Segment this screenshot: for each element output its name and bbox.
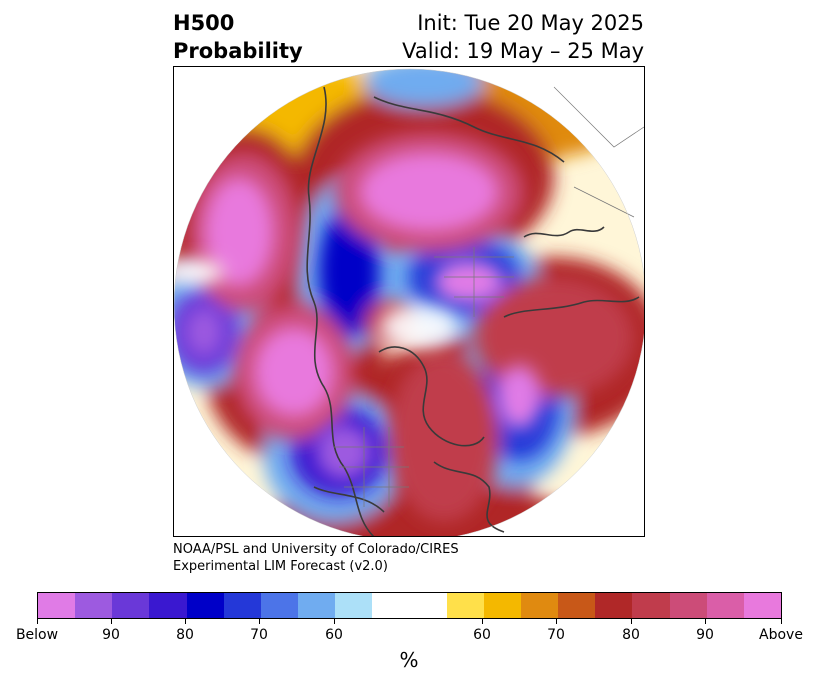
credit-line-2: Experimental LIM Forecast (v2.0): [173, 559, 388, 574]
colorbar-swatch: [743, 593, 782, 618]
colorbar-tick-mark: [185, 619, 186, 624]
colorbar-tick-mark: [37, 619, 38, 624]
colorbar-tick-label: Below: [15, 627, 59, 643]
colorbar-swatch: [558, 593, 596, 618]
credit-line-1: NOAA/PSL and University of Colorado/CIRE…: [173, 542, 459, 557]
polar-map-svg: [174, 68, 644, 536]
colorbar-swatch: [112, 593, 150, 618]
colorbar-tick-label: 80: [176, 627, 194, 643]
colorbar-swatch: [446, 593, 484, 618]
colorbar-swatch: [335, 593, 373, 618]
colorbar: [37, 592, 782, 619]
borders: [334, 86, 644, 507]
colorbar-tick-mark: [556, 619, 557, 624]
colorbar-swatch: [483, 593, 522, 618]
colorbar-tick-label: 70: [547, 627, 565, 643]
colorbar-swatch: [186, 593, 224, 618]
colorbar-swatch: [632, 593, 670, 618]
colorbar-swatch: [595, 593, 633, 618]
colorbar-tick-mark: [631, 619, 632, 624]
valid-range: Valid: 19 May – 25 May: [402, 39, 644, 63]
probability-map: [173, 66, 645, 537]
coastlines: [306, 86, 640, 536]
colorbar-swatch: [298, 593, 336, 618]
colorbar-swatch: [223, 593, 261, 618]
colorbar-tick-label: 60: [325, 627, 343, 643]
colorbar-swatch: [38, 593, 76, 618]
colorbar-tick-label: 90: [696, 627, 714, 643]
credit-text: NOAA/PSL and University of Colorado/CIRE…: [173, 541, 459, 575]
colorbar-tick-mark: [781, 619, 782, 624]
colorbar-swatch: [75, 593, 113, 618]
init-date: Init: Tue 20 May 2025: [417, 11, 644, 35]
colorbar-swatch: [149, 593, 187, 618]
colorbar-swatch: [521, 593, 559, 618]
title-line-1: H500: [173, 11, 235, 35]
colorbar-swatch: [669, 593, 707, 618]
colorbar-tick-label: 80: [622, 627, 640, 643]
colorbar-tick-mark: [111, 619, 112, 624]
colorbar-swatch: [260, 593, 299, 618]
colorbar-tick-mark: [705, 619, 706, 624]
colorbar-tick-mark: [482, 619, 483, 624]
colorbar-tick-label: 70: [250, 627, 268, 643]
forecast-dates: Init: Tue 20 May 2025 Valid: 19 May – 25…: [402, 9, 644, 65]
map-title: H500 Probability: [173, 9, 303, 65]
colorbar-swatch: [706, 593, 744, 618]
colorbar-tick-mark: [259, 619, 260, 624]
colorbar-unit: %: [399, 648, 419, 672]
probability-field: [174, 69, 644, 536]
colorbar-tick-label: 90: [102, 627, 120, 643]
colorbar-swatch: [372, 593, 447, 618]
colorbar-tick-label: Above: [759, 627, 803, 643]
colorbar-tick-mark: [334, 619, 335, 624]
colorbar-tick-label: 60: [473, 627, 491, 643]
title-line-2: Probability: [173, 39, 303, 63]
